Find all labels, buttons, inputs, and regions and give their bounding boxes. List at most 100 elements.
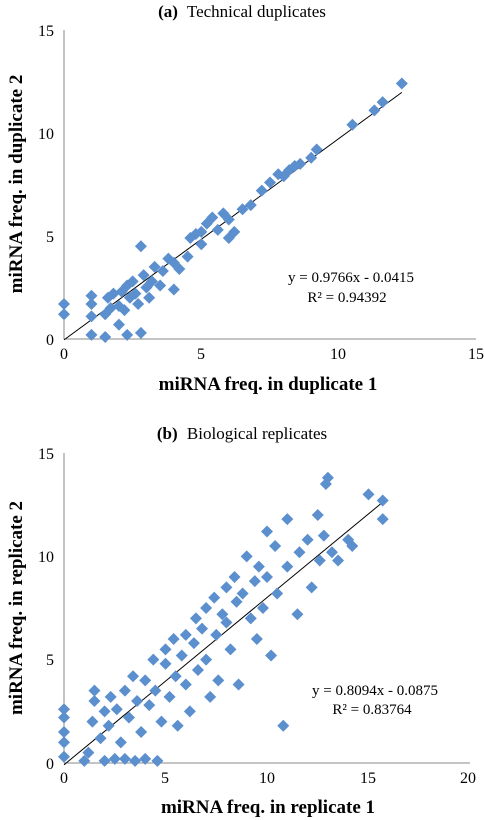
chart-b-title: (b) Biological replicates xyxy=(157,424,327,443)
chart-b-point xyxy=(220,581,233,594)
chart-b-point xyxy=(143,699,156,712)
chart-b-point xyxy=(129,754,142,767)
chart-b-point xyxy=(256,602,269,614)
chart-a-point xyxy=(222,213,235,226)
chart-b-point xyxy=(220,616,233,629)
chart-b-point xyxy=(230,595,243,608)
chart-b-point xyxy=(346,540,359,552)
chart-a-point xyxy=(368,104,381,117)
chart-b-point xyxy=(114,736,127,749)
chart-b-x-tick: 15 xyxy=(360,770,376,787)
chart-a-y-label: miRNA freq. in duplicate 2 xyxy=(6,75,27,294)
chart-b-point xyxy=(325,546,338,559)
chart-a-point xyxy=(264,176,276,189)
chart-a-y-ticks: 0 5 10 15 xyxy=(38,23,54,349)
chart-a: (a) Technical duplicates 0 5 10 15 0 5 1… xyxy=(6,2,484,395)
chart-b-point xyxy=(232,678,245,691)
chart-b-point xyxy=(321,471,334,484)
chart-b-point xyxy=(250,633,263,645)
chart-a-point xyxy=(112,318,125,331)
chart-a-point xyxy=(132,297,145,310)
chart-b-point xyxy=(163,690,176,703)
chart-a-point xyxy=(244,199,257,212)
chart-b-point xyxy=(98,705,111,718)
chart-a-point xyxy=(85,328,98,341)
chart-a-y-tick: 5 xyxy=(46,229,54,246)
chart-b-point xyxy=(58,726,70,738)
chart-a-point xyxy=(154,279,167,292)
chart-a-point xyxy=(228,225,241,238)
chart-a-trendline xyxy=(63,92,403,341)
chart-b-point xyxy=(261,525,273,538)
chart-b-point xyxy=(183,705,196,718)
chart-a-point xyxy=(195,225,208,238)
chart-b-point xyxy=(216,608,229,621)
chart-b-trendline xyxy=(63,501,384,766)
chart-b-x-tick: 10 xyxy=(259,770,275,787)
chart-b-point xyxy=(376,513,389,526)
chart-b-points xyxy=(58,471,389,767)
chart-a-x-tick: 15 xyxy=(468,346,484,363)
chart-b-x-label: miRNA freq. in replicate 1 xyxy=(161,797,375,818)
chart-b-point xyxy=(167,633,180,645)
chart-b-y-ticks: 0 5 10 15 xyxy=(38,446,54,773)
chart-b-point xyxy=(187,637,200,650)
chart-a-point xyxy=(167,283,180,296)
chart-b-equation: y = 0.8094x - 0.0875 xyxy=(312,683,438,699)
chart-b-point xyxy=(236,587,249,600)
chart-b-point xyxy=(281,560,294,573)
chart-b-y-label: miRNA freq. in replicate 2 xyxy=(6,501,27,715)
chart-b-point xyxy=(265,649,278,662)
chart-b-point xyxy=(240,550,253,563)
chart-a-point xyxy=(145,275,158,288)
chart-a-point xyxy=(181,250,194,263)
chart-b-point xyxy=(317,529,330,542)
chart-b-point xyxy=(212,674,225,687)
chart-a-point xyxy=(255,184,268,197)
chart-b-point xyxy=(151,754,164,767)
chart-b-point xyxy=(191,664,204,676)
chart-b-point xyxy=(82,746,95,759)
chart-b-point xyxy=(376,494,389,507)
chart-a-point xyxy=(143,291,156,304)
chart-b-point xyxy=(110,703,123,716)
chart-b-x-tick: 0 xyxy=(60,770,68,787)
chart-a-equation: y = 0.9766x - 0.0415 xyxy=(288,270,414,286)
chart-a-point xyxy=(294,157,307,170)
chart-b-point xyxy=(281,513,294,526)
chart-b-point xyxy=(108,752,121,765)
chart-a-point xyxy=(99,330,112,343)
chart-b-point xyxy=(311,509,324,521)
chart-b-y-tick: 10 xyxy=(38,549,54,566)
chart-a-y-tick: 15 xyxy=(38,23,54,40)
chart-b-point xyxy=(131,695,144,707)
chart-a-point xyxy=(121,279,134,292)
chart-a-point xyxy=(134,240,147,253)
chart-a-point xyxy=(236,203,249,216)
chart-b-point xyxy=(252,560,265,573)
chart-b-point xyxy=(86,715,99,728)
chart-a-point xyxy=(211,223,224,236)
chart-a-point xyxy=(310,143,323,156)
chart-b-point xyxy=(102,719,115,732)
chart-b-point xyxy=(277,719,290,732)
chart-a-point xyxy=(85,289,98,302)
chart-a-y-tick: 10 xyxy=(38,126,54,143)
chart-a-point xyxy=(58,308,70,321)
chart-a-r2: R² = 0.94392 xyxy=(307,290,386,306)
chart-a-point xyxy=(129,287,142,300)
chart-b-point xyxy=(196,622,209,635)
chart-a-point xyxy=(104,302,117,315)
chart-a-point xyxy=(195,238,208,251)
chart-b-point xyxy=(269,540,282,552)
chart-b-point xyxy=(210,628,223,641)
chart-a-point xyxy=(134,326,147,339)
chart-b-point xyxy=(204,690,217,703)
chart-b-point xyxy=(200,602,213,614)
chart-a-point xyxy=(118,304,131,317)
chart-a-point xyxy=(173,262,186,275)
chart-b-y-tick: 0 xyxy=(46,756,54,773)
chart-a-point xyxy=(305,151,318,164)
chart-b-title-text: Biological replicates xyxy=(187,424,327,443)
